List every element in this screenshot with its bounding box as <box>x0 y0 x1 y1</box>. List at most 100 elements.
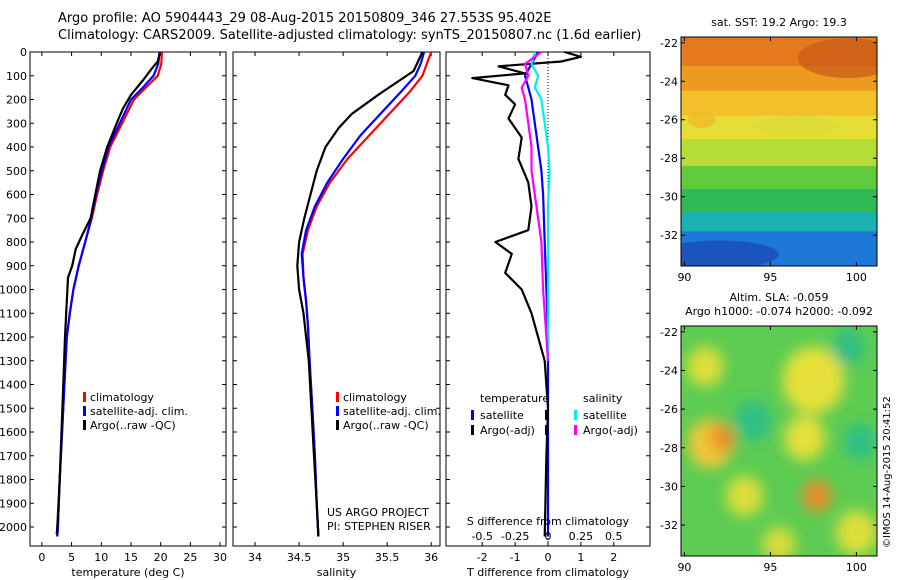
legend-swatch-salinity <box>336 420 339 430</box>
sla-map-title-1: Altim. SLA: -0.059 <box>729 291 828 304</box>
depth-tick-label: 1700 <box>0 450 27 463</box>
x-tick-label-difference: 1 <box>577 551 584 564</box>
depth-tick-label: 100 <box>6 70 27 83</box>
x-tick-label-difference: -2 <box>477 551 488 564</box>
title-line-1: Argo profile: AO 5904443_29 08-Aug-2015 … <box>58 11 552 26</box>
salinity-difference-tick-label: -0.5 <box>471 530 492 543</box>
legend-label-temperature: satellite <box>480 409 524 422</box>
map-y-tick-label-sla_map: -32 <box>660 519 678 532</box>
depth-tick-label: 2000 <box>0 521 27 534</box>
series-line-difference <box>530 51 551 361</box>
legend-label-salinity: Argo(..raw -QC) <box>343 419 429 432</box>
depth-tick-label: 0 <box>20 46 27 59</box>
sla-anomaly-blob <box>709 424 735 452</box>
map-frame-sst_map <box>680 36 878 267</box>
series-line-salinity <box>300 51 426 537</box>
project-note-line-2: PI: STEPHEN RISER <box>327 520 431 533</box>
legend-swatch-salinity <box>574 410 577 420</box>
map-x-tick-label-sla_map: 100 <box>846 561 867 574</box>
x-axis-label-temperature: temperature (deg C) <box>71 566 184 579</box>
legend-heading-salinity: salinity <box>583 392 623 405</box>
legend-label-temperature: satellite-adj. clim. <box>90 405 188 418</box>
sla-map-title-2: Argo h1000: -0.074 h2000: -0.092 <box>685 305 873 318</box>
sst-band <box>681 189 877 214</box>
map-y-tick-label-sst_map: -30 <box>660 191 678 204</box>
x-tick-label-temperature: 25 <box>183 551 197 564</box>
depth-tick-label: 1800 <box>0 474 27 487</box>
depth-tick-label: 500 <box>6 165 27 178</box>
x-axis-label-difference: T difference from climatology <box>466 566 629 579</box>
map-y-tick-label-sst_map: -26 <box>660 114 678 127</box>
project-note-line-1: US ARGO PROJECT <box>327 506 429 519</box>
depth-tick-label: 600 <box>6 189 27 202</box>
legend-label-salinity: satellite-adj. clim. <box>343 405 441 418</box>
map-x-tick-label-sst_map: 90 <box>677 271 691 284</box>
salinity-difference-axis-label: S difference from climatology <box>467 515 630 528</box>
legend-label-salinity: Argo(-adj) <box>583 424 638 437</box>
legend-swatch-temperature <box>545 410 548 420</box>
x-tick-label-salinity: 35.5 <box>375 551 400 564</box>
sla-anomaly-blob <box>835 510 877 556</box>
sla-anomaly-blob <box>734 400 772 441</box>
sst-map-title: sat. SST: 19.2 Argo: 19.3 <box>711 16 847 29</box>
legend-label-temperature: Argo(-adj) <box>480 424 535 437</box>
x-tick-label-temperature: 15 <box>124 551 138 564</box>
legend-label-temperature: climatology <box>90 391 154 404</box>
legend-label-temperature: Argo(..raw -QC) <box>90 419 176 432</box>
x-tick-label-salinity: 34.5 <box>287 551 312 564</box>
depth-tick-label: 1900 <box>0 497 27 510</box>
series-line-temperature <box>56 51 161 537</box>
imos-credit: ©IMOS 14-Aug-2015 20:41:52 <box>882 396 893 548</box>
map-y-tick-label-sla_map: -28 <box>660 442 678 455</box>
legend-heading-temperature: temperature <box>480 392 549 405</box>
sla-anomaly-blob <box>686 346 724 387</box>
depth-tick-label: 1500 <box>0 402 27 415</box>
plot-frame-salinity <box>232 51 441 547</box>
map-y-tick-label-sla_map: -26 <box>660 403 678 416</box>
sla-anomaly-blob <box>831 329 865 366</box>
sst-band <box>681 90 877 117</box>
legend-swatch-temperature <box>83 392 86 402</box>
legend-swatch-temperature <box>83 420 86 430</box>
depth-tick-label: 1100 <box>0 307 27 320</box>
salinity-difference-tick-label: 0.5 <box>605 530 623 543</box>
map-x-tick-label-sla_map: 95 <box>763 561 777 574</box>
x-tick-label-temperature: 10 <box>94 551 108 564</box>
sst-field <box>681 37 877 266</box>
depth-tick-label: 700 <box>6 212 27 225</box>
depth-tick-label: 200 <box>6 94 27 107</box>
map-y-tick-label-sla_map: -30 <box>660 480 678 493</box>
sla-anomaly-blob <box>762 526 796 556</box>
title-line-2: Climatology: CARS2009. Satellite-adjuste… <box>58 28 642 43</box>
series-line-difference <box>520 51 550 361</box>
sla-anomaly-blob <box>843 424 877 460</box>
sst-cool-patch <box>681 240 779 266</box>
sla-blobs <box>686 329 877 556</box>
map-y-tick-label-sst_map: -24 <box>660 75 678 88</box>
sst-band <box>681 165 877 191</box>
map-y-tick-label-sla_map: -24 <box>660 364 678 377</box>
series-line-salinity <box>301 51 433 537</box>
legend-swatch-temperature <box>545 425 548 435</box>
map-x-tick-label-sst_map: 100 <box>846 271 867 284</box>
map-y-tick-label-sst_map: -32 <box>660 229 678 242</box>
depth-tick-label: 400 <box>6 141 27 154</box>
depth-tick-label: 1600 <box>0 426 27 439</box>
depth-tick-label: 1000 <box>0 284 27 297</box>
sst-mid-patch <box>751 115 842 136</box>
map-y-tick-label-sla_map: -22 <box>660 326 678 339</box>
depth-tick-label: 1200 <box>0 331 27 344</box>
sla-anomaly-blob <box>726 475 764 517</box>
sst-warm-patch <box>797 38 877 79</box>
x-tick-label-temperature: 0 <box>38 551 45 564</box>
map-x-tick-label-sst_map: 95 <box>763 271 777 284</box>
x-axis-label-salinity: salinity <box>317 566 357 579</box>
map-y-tick-label-sst_map: -22 <box>660 37 678 50</box>
legend-label-salinity: satellite <box>583 409 627 422</box>
series-line-temperature <box>55 51 162 535</box>
x-tick-label-salinity: 35 <box>336 551 350 564</box>
sst-band <box>681 212 877 233</box>
plot-frame-temperature <box>29 51 227 547</box>
salinity-difference-tick-label: -0.25 <box>501 530 529 543</box>
